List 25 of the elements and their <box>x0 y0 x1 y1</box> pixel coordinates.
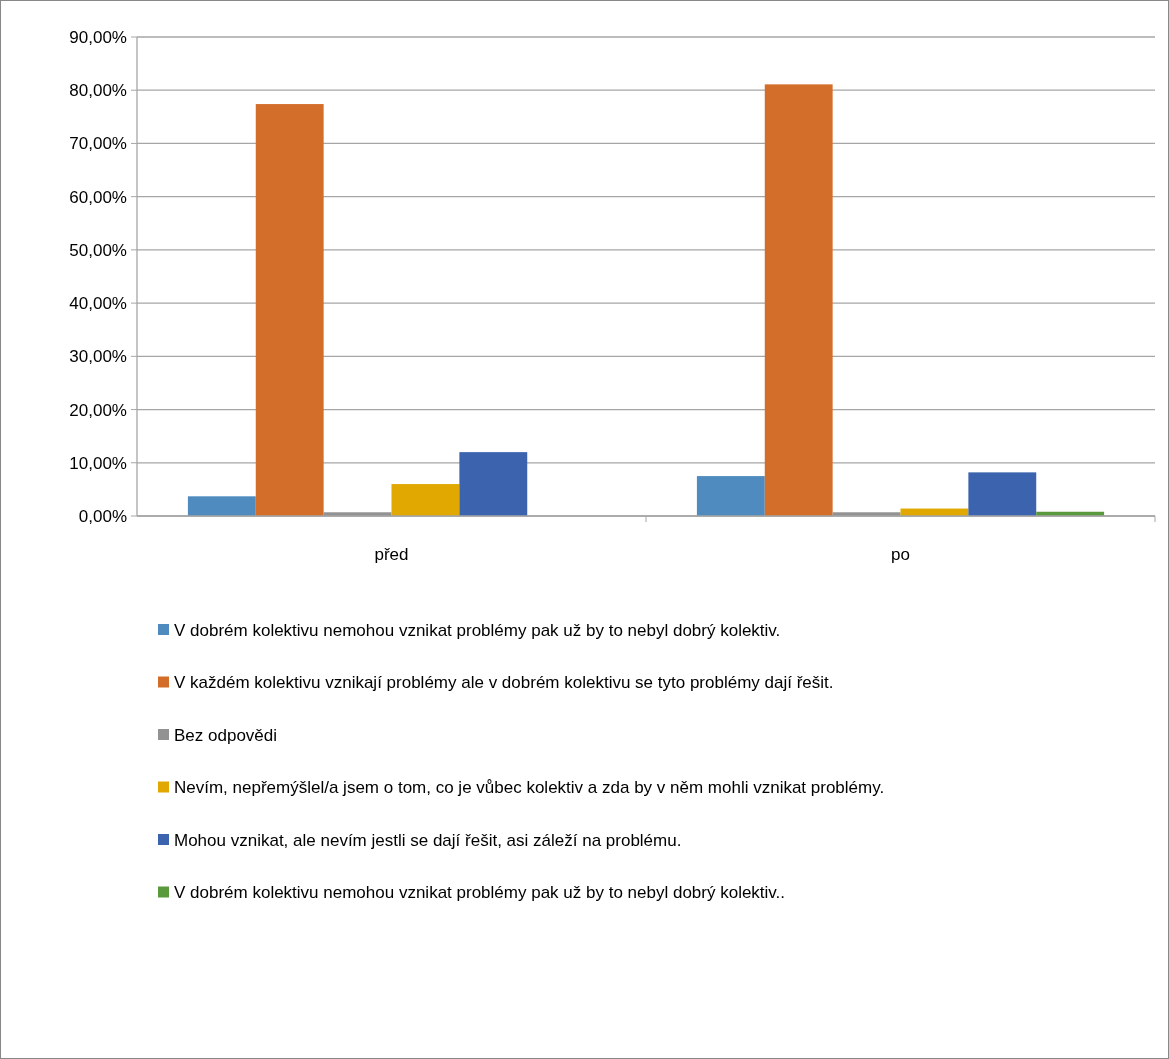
bar <box>391 484 460 516</box>
x-tick-label: po <box>891 545 910 564</box>
legend-label: V každém kolektivu vznikají problémy ale v dobrém kolektivu se tyto problémy dají řešit. <box>174 673 834 693</box>
legend-label: V dobrém kolektivu nemohou vznikat problémy pak už by to nebyl dobrý kolektiv.. <box>174 883 786 903</box>
y-tick-label: 40,00% <box>69 294 127 314</box>
legend-label: Nevím, nepřemýšlel/a jsem o tom, co je vůbec kolektiv a zda by v něm mohli vznikat problémy. <box>174 778 885 798</box>
y-tick-label: 70,00% <box>69 134 127 154</box>
y-tick-label: 90,00% <box>69 27 127 47</box>
bar <box>187 496 256 516</box>
y-tick-label: 80,00% <box>69 81 127 101</box>
y-tick-label: 30,00% <box>69 347 127 367</box>
y-tick-label: 20,00% <box>69 400 127 420</box>
y-tick-label: 60,00% <box>69 187 127 207</box>
x-tick-label: před <box>374 545 409 564</box>
bar <box>764 84 833 516</box>
y-tick-label: 10,00% <box>69 453 127 473</box>
bar <box>459 452 528 516</box>
legend-label: Mohou vznikat, ale nevím jestli se dají řešit, asi záleží na problému. <box>174 830 682 850</box>
legend-label: V dobrém kolektivu nemohou vznikat problémy pak už by to nebyl dobrý kolektiv. <box>174 620 781 640</box>
legend-label: Bez odpovědi <box>174 725 278 745</box>
bar <box>255 104 324 516</box>
y-tick-label: 50,00% <box>69 240 127 260</box>
bar <box>696 476 765 516</box>
bar <box>968 472 1037 516</box>
y-tick-label: 0,00% <box>78 506 127 526</box>
